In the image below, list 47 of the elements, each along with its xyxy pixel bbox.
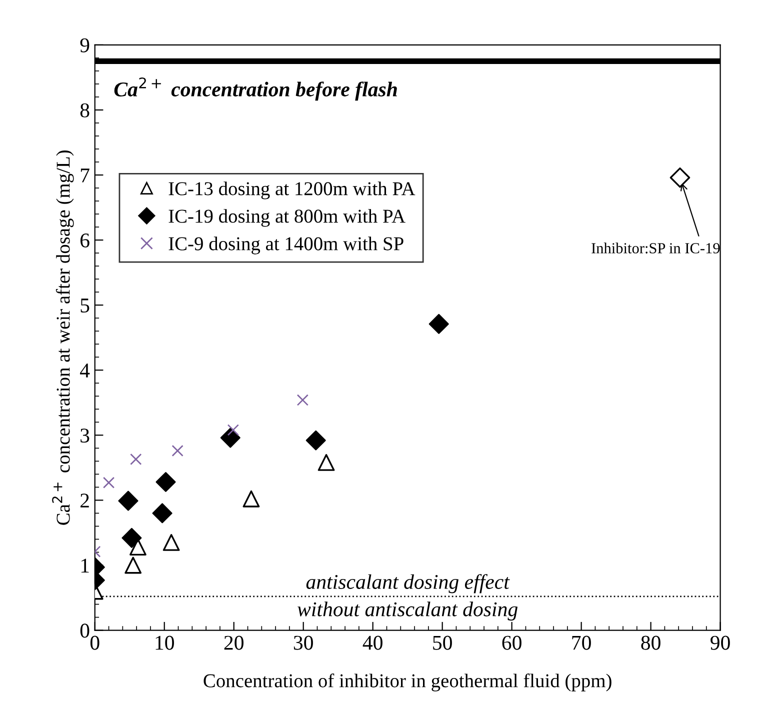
x-tick-label: 50 <box>433 636 452 650</box>
y-tick-label: 2 <box>80 494 89 508</box>
annotation: antiscalant dosing effect <box>306 574 510 594</box>
point <box>227 424 240 436</box>
x-tick-label: 80 <box>641 636 660 650</box>
point <box>122 528 142 548</box>
point <box>428 314 449 334</box>
y-tick-label: 1 <box>81 558 89 572</box>
point <box>156 472 176 492</box>
x-axis-title: Concentration of inhibitor in geothermal fluid (ppm) <box>204 673 612 692</box>
y-tick-label: 7 <box>80 168 90 182</box>
point <box>152 503 172 524</box>
point <box>118 490 138 511</box>
point <box>162 534 180 551</box>
point <box>130 538 146 556</box>
y-tick-label: 8 <box>80 103 90 118</box>
point <box>102 476 115 488</box>
x-tick-label: 30 <box>294 636 313 650</box>
point <box>318 454 335 471</box>
legend-label: IC-13 dosing at 1200m with PA <box>168 182 416 200</box>
point <box>670 167 690 188</box>
point <box>242 490 260 508</box>
x-tick-label: 10 <box>156 636 174 650</box>
point <box>130 453 142 466</box>
annotation: without antiscalant dosing <box>298 602 518 621</box>
y-tick-label: 4 <box>80 364 90 378</box>
y-tick-label: 5 <box>80 298 90 313</box>
x-tick-label: 40 <box>362 636 382 650</box>
legend-label: IC-19 dosing at 800m with PA <box>168 209 406 227</box>
point <box>296 394 308 406</box>
point <box>124 556 142 574</box>
x-tick-label: 20 <box>224 636 244 650</box>
y-axis-title: Ca$^{2+}$ concentration at weir after dosage (mg/L) <box>52 150 74 525</box>
point <box>220 428 240 448</box>
x-tick-label: 90 <box>710 636 730 650</box>
legend-label: IC-9 dosing at 1400m with SP <box>168 236 404 254</box>
y-tick-label: 6 <box>80 233 90 248</box>
point <box>306 430 326 450</box>
x-tick-label: 0 <box>90 636 100 650</box>
y-tick-label: 3 <box>80 428 90 443</box>
y-tick-label: 9 <box>80 38 90 52</box>
annotation: Inhibitor:SP in IC-19 <box>592 242 720 254</box>
point <box>172 444 184 457</box>
x-tick-label: 60 <box>502 636 522 650</box>
y-tick-label: 0 <box>80 624 90 638</box>
ref-line-label: Ca$^{2+}$ concentration before flash <box>114 77 397 101</box>
x-tick-label: 70 <box>572 636 591 650</box>
